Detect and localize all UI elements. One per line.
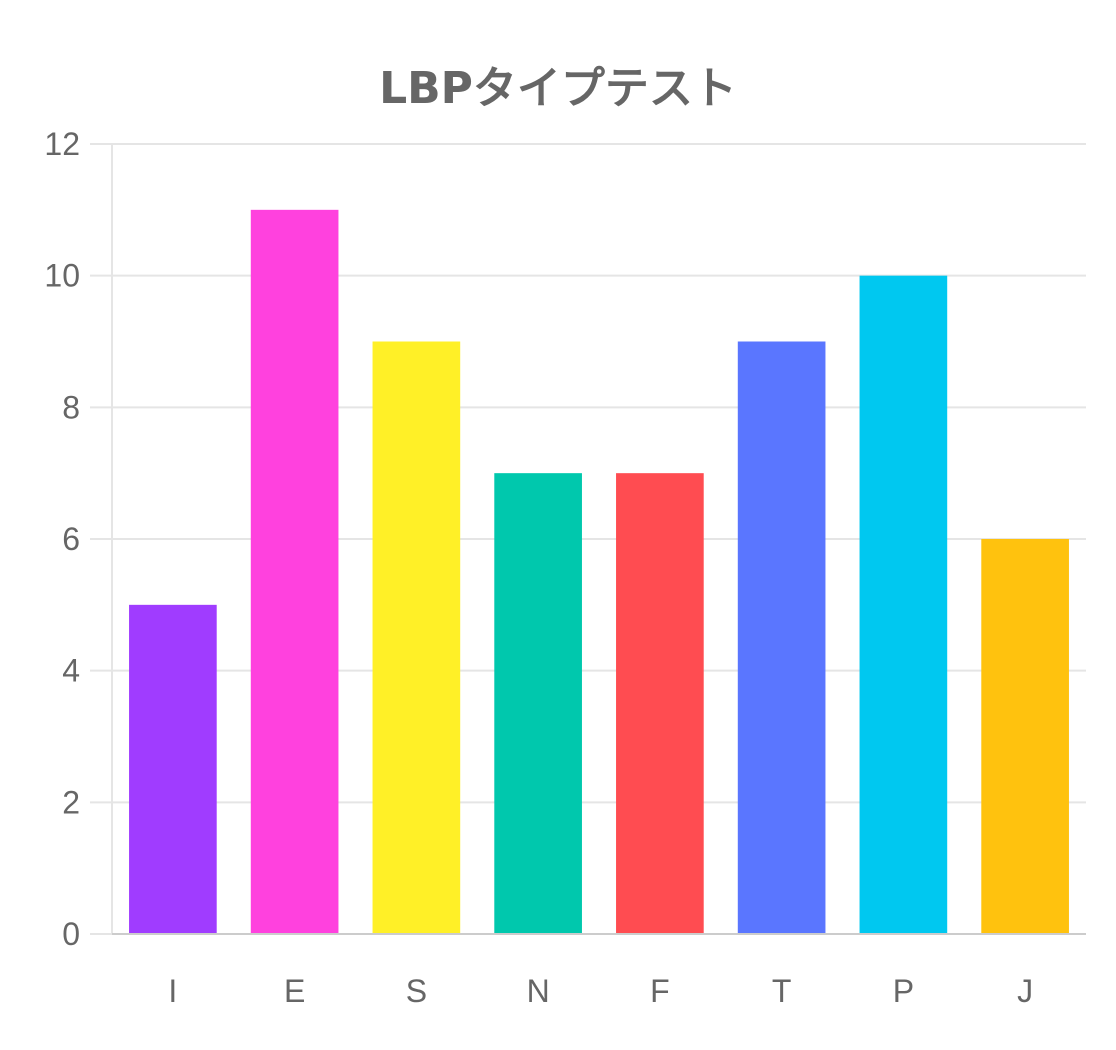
y-tick-label: 12 bbox=[44, 126, 80, 162]
bar-i bbox=[129, 604, 217, 934]
y-axis-ticks: 0 2 4 6 8 10 12 bbox=[44, 126, 112, 952]
x-tick-label: J bbox=[1017, 973, 1033, 1009]
y-tick-label: 10 bbox=[44, 258, 80, 294]
x-tick-label: T bbox=[772, 973, 792, 1009]
y-tick-label: 0 bbox=[62, 916, 80, 952]
x-tick-label: F bbox=[650, 973, 670, 1009]
x-tick-label: S bbox=[406, 973, 427, 1009]
chart-title: LBPタイプテスト bbox=[379, 63, 737, 114]
bar-f bbox=[616, 473, 704, 934]
bar-p bbox=[859, 275, 948, 935]
x-tick-label: P bbox=[893, 973, 914, 1009]
y-tick-label: 2 bbox=[62, 784, 80, 820]
bar-e bbox=[250, 209, 339, 935]
bar-t bbox=[737, 341, 826, 934]
bar-s bbox=[372, 341, 461, 934]
x-tick-label: E bbox=[284, 973, 305, 1009]
y-tick-label: 4 bbox=[62, 653, 80, 689]
x-tick-label: N bbox=[527, 973, 550, 1009]
y-tick-label: 6 bbox=[62, 521, 80, 557]
x-tick-label: I bbox=[168, 973, 177, 1009]
bar-j bbox=[981, 539, 1069, 934]
y-tick-label: 8 bbox=[62, 389, 80, 425]
bars bbox=[129, 209, 1069, 935]
bar-n bbox=[494, 473, 582, 934]
